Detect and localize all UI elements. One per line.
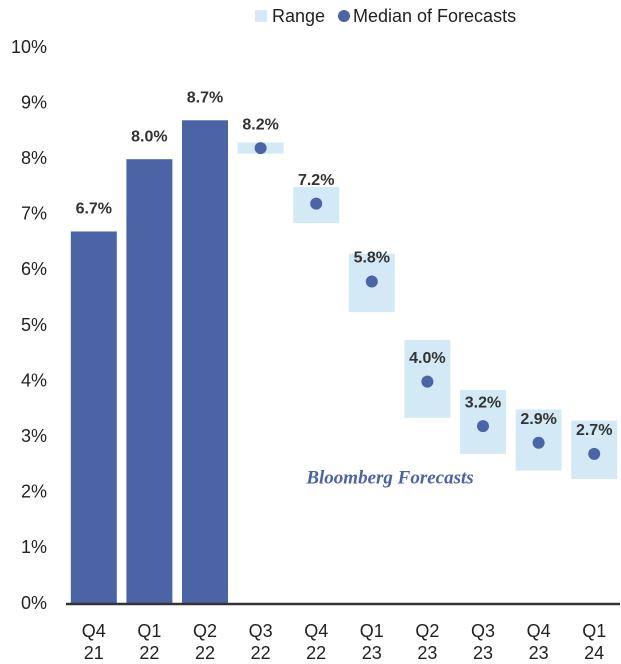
data-label: 7.2%	[298, 172, 334, 189]
y-tick-label: 1%	[21, 537, 47, 557]
x-tick-label: 23	[417, 643, 437, 663]
x-tick-label: Q2	[415, 621, 439, 641]
x-tick-label: Q4	[304, 621, 328, 641]
data-label: 6.7%	[76, 201, 112, 218]
median-marker	[477, 420, 489, 433]
y-tick-label: 5%	[21, 315, 47, 335]
y-tick-label: 0%	[21, 593, 47, 613]
bar	[126, 159, 173, 604]
x-tick-label: 23	[473, 643, 493, 663]
y-tick-label: 10%	[11, 37, 47, 57]
y-tick-label: 3%	[21, 426, 47, 446]
y-tick-label: 7%	[21, 204, 47, 224]
x-tick-label: Q4	[82, 621, 106, 641]
x-tick-label: Q1	[137, 621, 161, 641]
y-tick-label: 8%	[21, 148, 47, 168]
data-label: 2.7%	[576, 422, 612, 439]
x-tick-label: Q1	[360, 621, 384, 641]
x-tick-label: 22	[139, 643, 159, 663]
y-tick-label: 2%	[21, 482, 47, 502]
x-tick-label: Q3	[249, 621, 273, 641]
bar	[182, 120, 228, 604]
legend-swatch	[255, 10, 267, 22]
median-marker	[532, 436, 545, 449]
x-tick-label: 24	[584, 643, 604, 663]
data-label: 2.9%	[520, 411, 556, 428]
data-label: 8.7%	[187, 89, 223, 106]
data-label: 8.0%	[131, 128, 167, 145]
annotation: Bloomberg Forecasts	[305, 467, 473, 488]
y-tick-label: 4%	[21, 370, 47, 390]
x-tick-label: Q3	[471, 621, 495, 641]
median-marker	[254, 142, 267, 155]
x-tick-label: Q2	[193, 621, 217, 641]
x-tick-label: Q1	[582, 621, 606, 641]
legend-label: Median of Forecasts	[353, 6, 516, 26]
x-tick-label: 23	[529, 643, 549, 663]
median-marker	[310, 197, 323, 210]
legend-label: Range	[272, 6, 325, 26]
median-marker	[588, 447, 601, 460]
x-tick-label: Q4	[527, 621, 551, 641]
data-label: 5.8%	[354, 250, 390, 267]
x-tick-label: 23	[362, 643, 382, 663]
y-tick-label: 9%	[21, 92, 47, 112]
data-label: 4.0%	[409, 350, 445, 367]
x-tick-label: 21	[84, 643, 104, 663]
median-marker	[421, 375, 434, 388]
y-tick-label: 6%	[21, 259, 47, 279]
median-marker	[365, 275, 378, 288]
x-tick-label: 22	[195, 643, 215, 663]
data-label: 3.2%	[465, 394, 501, 411]
x-tick-label: 22	[251, 643, 271, 663]
bar	[70, 231, 117, 605]
x-tick-label: 22	[306, 643, 326, 663]
data-label: 8.2%	[242, 116, 278, 133]
legend-marker	[338, 10, 350, 22]
